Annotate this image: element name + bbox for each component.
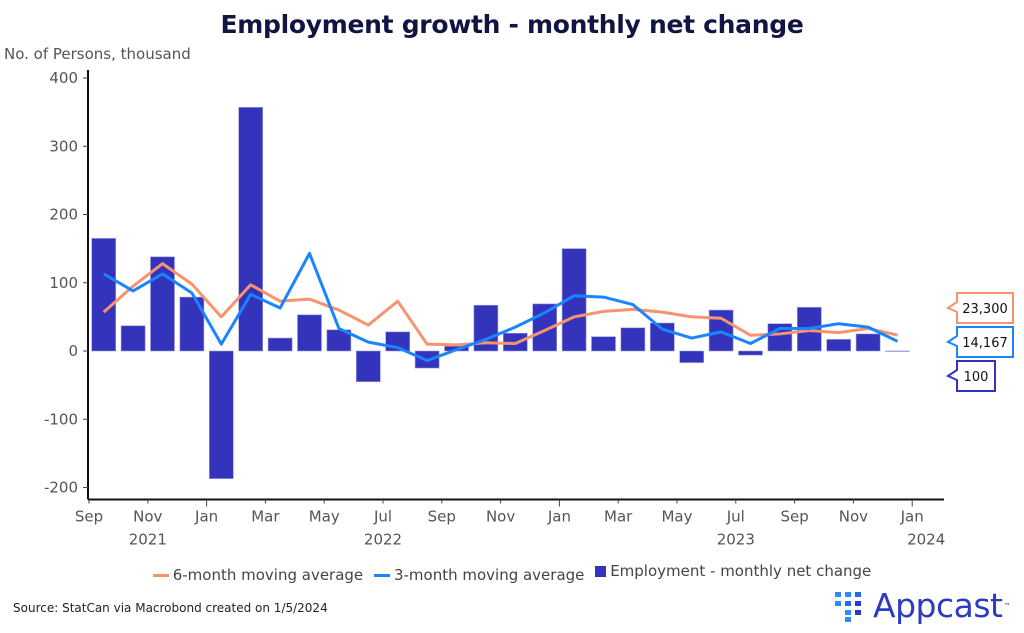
end-label-employment-box bbox=[945, 360, 996, 392]
x-tick-label: Nov bbox=[133, 508, 162, 526]
x-tick-label: Mar bbox=[251, 508, 280, 526]
bar-2021-09 bbox=[91, 238, 116, 352]
y-tick-label: -100 bbox=[44, 410, 78, 428]
legend: 6-month moving average 3-month moving av… bbox=[0, 562, 1024, 584]
y-tick-label: 400 bbox=[49, 69, 78, 87]
x-tick-label: Nov bbox=[486, 508, 515, 526]
x-tick-label: Nov bbox=[839, 508, 868, 526]
end-label-3-month-box bbox=[945, 326, 1014, 358]
y-tick-label: 300 bbox=[49, 137, 78, 155]
legend-swatch-3-month bbox=[373, 573, 390, 577]
x-tick-label: May bbox=[661, 508, 692, 526]
end-label-employment: 100 bbox=[945, 360, 996, 392]
x-tick-label: Mar bbox=[604, 508, 633, 526]
x-year-label: 2023 bbox=[717, 531, 755, 549]
x-tick-label: Jul bbox=[726, 508, 745, 526]
bar-series bbox=[91, 107, 910, 479]
end-label-3-month: 14,167 bbox=[945, 326, 1014, 358]
bar-2023-03 bbox=[620, 327, 646, 352]
x-year-label: 2022 bbox=[364, 531, 402, 549]
line-3-month-average bbox=[102, 251, 899, 363]
end-label-employment-text: 100 bbox=[964, 370, 989, 385]
axes bbox=[87, 70, 944, 501]
bar-2023-12 bbox=[885, 350, 910, 352]
bar-2021-10 bbox=[120, 325, 146, 352]
y-tick-label: 0 bbox=[68, 342, 78, 360]
bar-2023-05 bbox=[679, 350, 705, 363]
x-year-label: 2024 bbox=[907, 531, 945, 549]
end-label-3-month-text: 14,167 bbox=[962, 336, 1008, 351]
end-labels: 23,300 14,167 100 bbox=[945, 292, 1014, 392]
bar-2022-06 bbox=[355, 350, 381, 383]
y-tick-label: 200 bbox=[49, 206, 78, 224]
legend-label-6-month: 6-month moving average bbox=[172, 566, 364, 584]
end-label-6-month-box bbox=[945, 292, 1014, 324]
x-tick-label: Jan bbox=[900, 508, 924, 526]
bar-2023-10 bbox=[826, 339, 852, 352]
legend-label-3-month: 3-month moving average bbox=[393, 566, 585, 584]
bar-2023-02 bbox=[591, 336, 616, 352]
bar-2022-02 bbox=[238, 107, 263, 352]
appcast-logo-text: Appcast bbox=[873, 586, 1003, 625]
x-tick-label: Jul bbox=[373, 508, 392, 526]
end-label-6-month-text: 23,300 bbox=[962, 302, 1008, 317]
chart-canvas: -200 -100 0 100 200 300 400 Sep Nov 2021 Jan Mar Ma… bbox=[44, 69, 1014, 549]
appcast-logo-tm: ™ bbox=[1003, 601, 1011, 610]
source-note: Source: StatCan via Macrobond created on… bbox=[13, 601, 328, 615]
bar-2023-11 bbox=[855, 333, 881, 352]
x-tick-label: Sep bbox=[780, 508, 808, 526]
legend-item-3-month: 3-month moving average bbox=[373, 566, 585, 584]
legend-item-employment: Employment - monthly net change bbox=[595, 562, 871, 580]
line-series bbox=[102, 251, 899, 363]
y-axis-label: No. of Persons, thousand bbox=[4, 45, 191, 63]
appcast-logo-icon bbox=[835, 591, 861, 622]
legend-item-6-month: 6-month moving average bbox=[152, 566, 364, 584]
legend-label-employment: Employment - monthly net change bbox=[610, 562, 872, 580]
bar-2022-03 bbox=[267, 337, 293, 352]
bar-2022-04 bbox=[297, 314, 322, 352]
x-tick-label: Sep bbox=[75, 508, 103, 526]
y-ticks: -200 -100 0 100 200 300 400 bbox=[44, 69, 88, 497]
x-tick-label: Sep bbox=[428, 508, 456, 526]
bar-2022-01 bbox=[209, 350, 234, 479]
y-tick-label: 100 bbox=[49, 274, 78, 292]
x-tick-label: May bbox=[309, 508, 340, 526]
x-year-label: 2021 bbox=[129, 531, 167, 549]
chart-title: Employment growth - monthly net change bbox=[220, 10, 804, 39]
x-tick-label: Jan bbox=[194, 508, 218, 526]
end-label-6-month: 23,300 bbox=[945, 292, 1014, 324]
legend-swatch-employment bbox=[595, 565, 607, 577]
y-tick-label: -200 bbox=[44, 479, 78, 497]
x-tick-label: Jan bbox=[547, 508, 571, 526]
legend-swatch-6-month bbox=[152, 573, 169, 577]
x-ticks: Sep Nov 2021 Jan Mar May Jul 2022 Sep Nov Jan Mar Ma… bbox=[75, 499, 945, 549]
bar-2023-07 bbox=[738, 350, 763, 356]
appcast-logo: Appcast ™ bbox=[835, 586, 1010, 625]
